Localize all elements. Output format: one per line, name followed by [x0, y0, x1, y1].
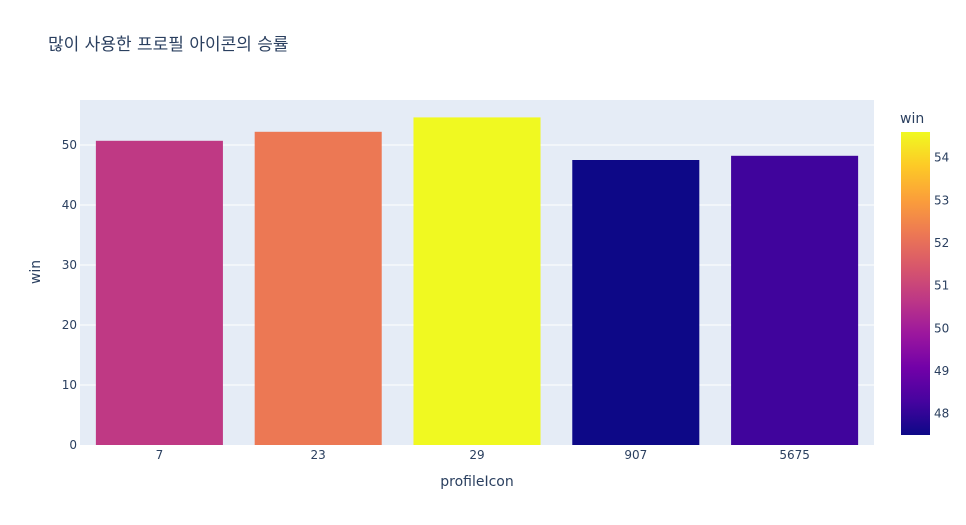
y-tick-labels: 0 10 20 30 40 50: [62, 138, 77, 452]
colorbar-tick-label: 51: [934, 279, 949, 293]
y-tick-label: 40: [62, 198, 77, 212]
x-tick-labels: 7 23 29 907 5675: [156, 448, 810, 462]
x-axis-label: profileIcon: [440, 474, 514, 490]
bar[interactable]: [254, 131, 382, 446]
colorbar-tick-label: 53: [934, 193, 949, 207]
x-tick-label: 23: [311, 448, 326, 462]
colorbar-tick-label: 48: [934, 407, 949, 421]
bar[interactable]: [572, 160, 700, 445]
y-tick-label: 10: [62, 378, 77, 392]
bar[interactable]: [731, 155, 859, 446]
colorbar-tick-label: 54: [934, 151, 949, 165]
x-tick-label: 29: [469, 448, 484, 462]
chart-title: 많이 사용한 프로필 아이콘의 승률: [48, 35, 289, 55]
colorbar: win 48 49 50 51 52 53 54: [900, 111, 949, 435]
bar[interactable]: [95, 140, 223, 446]
y-tick-label: 30: [62, 258, 77, 272]
colorbar-tick-label: 52: [934, 236, 949, 250]
y-tick-label: 20: [62, 318, 77, 332]
colorbar-tick-labels: 48 49 50 51 52 53 54: [934, 151, 949, 421]
x-tick-label: 7: [156, 448, 164, 462]
y-tick-label: 50: [62, 138, 77, 152]
y-axis-label: win: [28, 260, 44, 284]
colorbar-tick-label: 49: [934, 364, 949, 378]
bar[interactable]: [413, 117, 541, 446]
y-tick-label: 0: [69, 438, 77, 452]
colorbar-gradient: [901, 132, 930, 435]
x-tick-label: 907: [624, 448, 647, 462]
x-tick-label: 5675: [779, 448, 810, 462]
colorbar-tick-label: 50: [934, 321, 949, 335]
bars: [95, 117, 859, 446]
colorbar-title: win: [900, 111, 924, 127]
